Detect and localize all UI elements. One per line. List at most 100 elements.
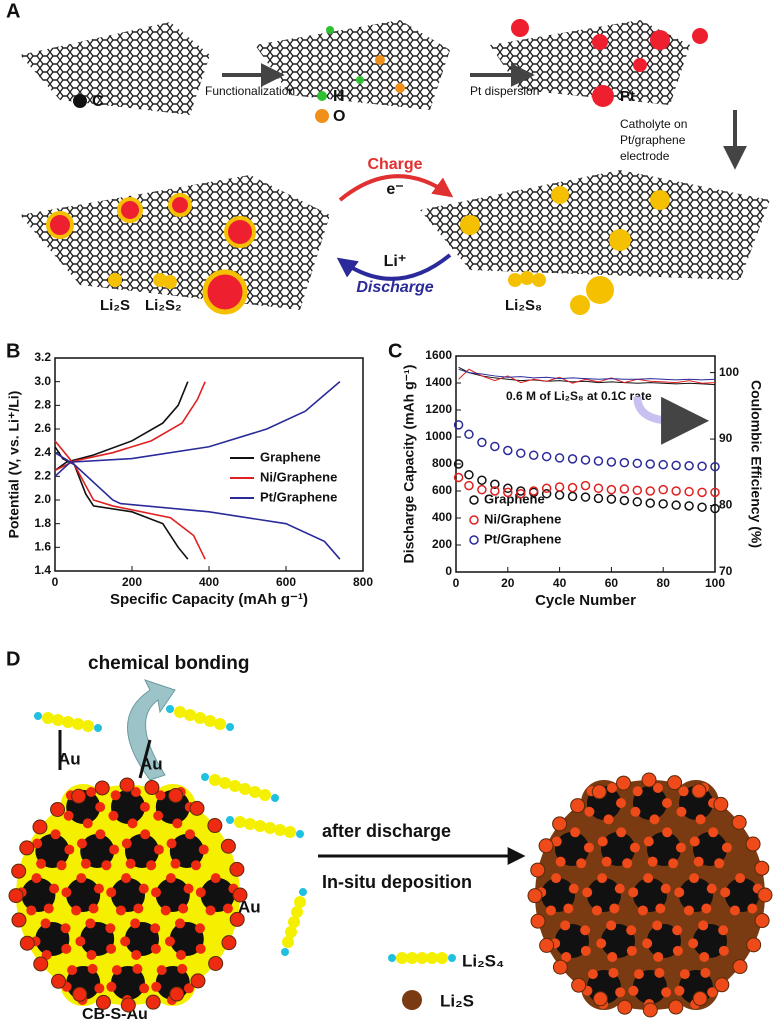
particle [538,838,554,854]
hydrogen-atom [326,26,334,34]
particle [140,802,150,812]
particle [56,860,67,871]
particle [156,965,167,976]
panel-label: B [6,340,20,362]
particle [164,936,175,947]
particle [616,775,632,791]
particle [95,829,106,840]
point [658,459,668,470]
point [671,486,681,496]
particle [674,985,685,996]
step-label: Catholyte on [620,117,687,131]
particle [172,818,183,829]
legend-text: C [92,93,104,110]
particle [714,977,730,993]
particle [662,798,672,808]
particle [95,802,106,812]
li2s4-bead [174,706,186,718]
particle [674,887,685,898]
particle [606,782,617,793]
particle [626,925,637,936]
point [567,482,578,493]
point [464,429,474,440]
point [580,455,591,465]
oxygen-atom [315,109,329,123]
particle [153,844,164,855]
particle [662,827,673,838]
particle [637,905,648,916]
particle [71,788,87,804]
particle [530,862,546,878]
particle [71,905,82,916]
particle [80,858,91,869]
particle [609,903,620,914]
li2s4-bead [288,916,300,928]
particle [64,844,75,855]
panel-d: D chemical bonding after discharge In-si… [6,648,773,1023]
particle [628,985,639,996]
li2s4-bead [416,952,428,964]
point [580,480,591,491]
x-tick-label: 600 [276,575,296,589]
cluster [570,295,590,315]
x-tick-label: 80 [657,576,671,590]
li-atom [94,724,102,732]
li2s4-bead [285,926,297,938]
particle [707,987,718,998]
lithium-label: Li⁺ [384,253,407,270]
particle [552,959,568,975]
particle [195,943,206,954]
charge-arrow [338,174,454,202]
hydrogen-atom [317,91,327,101]
carbon-atom [73,94,87,108]
particle [120,997,136,1013]
particle [700,967,711,978]
point [645,459,655,469]
particle [169,986,185,1002]
charge-label: Charge [367,156,422,173]
y-tick-label: 1.4 [34,563,51,577]
li2s4-bead [219,777,231,789]
cluster [460,215,480,235]
legend-swatch [469,515,479,525]
point [567,454,578,464]
particle [731,814,747,830]
particle [11,912,27,928]
particle [119,777,135,793]
graphene-sheet [20,22,210,115]
cluster [586,276,614,304]
particle [229,861,245,877]
particle [718,925,729,936]
particle [32,838,43,849]
legend-text: Pt [620,88,635,105]
particle [109,844,120,855]
x-tick-label: 0 [52,575,59,589]
hydrogen-atom [356,76,364,84]
point [684,461,694,471]
particle [207,818,223,834]
particle [615,987,626,998]
li2s4-bead [284,826,296,838]
particle [63,810,74,821]
li2s4-bead [406,952,418,964]
panel-label: A [6,0,20,22]
li2s4-bead [239,783,251,795]
particle [699,951,710,962]
li2s4-bead [229,780,241,792]
particle [729,905,740,916]
point [541,488,552,499]
y-tick-label: 2.4 [34,445,51,459]
particle [629,842,640,853]
point [645,486,655,496]
particle [146,860,157,871]
particle [139,983,150,994]
point [490,479,500,489]
particle [111,965,122,976]
curve [54,381,341,477]
particle [176,949,187,960]
point [632,497,643,507]
point [541,483,552,494]
species-label: Li₂S₈ [505,297,542,314]
li-atom [166,705,174,713]
li-atom [388,954,396,962]
